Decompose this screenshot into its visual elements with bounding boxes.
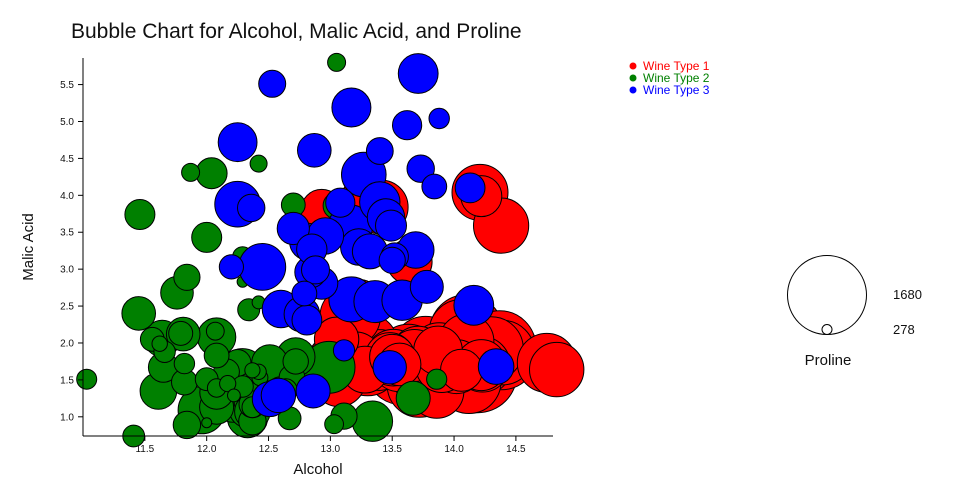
bubble-point[interactable] [378,246,406,274]
plot-area [76,52,585,448]
bubble-point[interactable] [201,417,213,429]
legend-label: Wine Type 2 [643,71,710,85]
bubble-point[interactable] [181,162,201,182]
bubble-point[interactable] [168,320,194,346]
bubble-point[interactable] [392,110,423,141]
bubble-point[interactable] [173,263,201,291]
bubble-point[interactable] [301,255,330,285]
bubble-point[interactable] [282,348,309,375]
y-axis-ticks: 1.0 1.5 2.0 2.5 3.0 3.5 4.0 4.5 5.0 5.5 [60,80,83,423]
size-legend-min-value: 278 [893,322,915,337]
bubble-point[interactable] [375,209,407,242]
bubble-point[interactable] [327,52,347,72]
bubble-point[interactable] [227,388,241,403]
bubble-point[interactable] [276,211,310,246]
bubble-point[interactable] [203,342,230,369]
bubble-point[interactable] [477,348,515,385]
x-tick-label: 13.0 [321,444,341,455]
bubble-point[interactable] [121,296,156,331]
bubble-point[interactable] [351,400,394,442]
y-tick-label: 4.5 [60,154,74,165]
size-legend: 1680 278 Proline [787,255,922,369]
x-tick-label: 14.0 [444,444,464,455]
bubble-point[interactable] [372,350,407,385]
bubble-point[interactable] [191,221,223,253]
bubble-point[interactable] [529,341,585,398]
bubble-point[interactable] [76,368,98,390]
bubble-point[interactable] [440,348,483,392]
legend-label: Wine Type 1 [643,59,710,73]
size-legend-min-circle [821,324,833,335]
size-legend-max-circle [787,255,867,335]
bubble-point[interactable] [291,304,323,336]
bubble-point[interactable] [409,269,444,304]
y-axis-label: Malic Acid [20,213,37,281]
bubble-point[interactable] [173,352,196,375]
x-tick-label: 12.0 [197,444,217,455]
bubble-point[interactable] [260,377,297,414]
x-tick-label: 12.5 [259,444,279,455]
series-3 [214,53,515,418]
x-axis-label: Alcohol [293,461,342,478]
bubble-point[interactable] [219,375,237,393]
x-tick-label: 14.5 [506,444,526,455]
y-tick-label: 5.5 [60,80,74,91]
bubble-point[interactable] [258,69,287,98]
bubble-point[interactable] [325,187,356,218]
y-tick-label: 4.0 [60,191,74,202]
x-axis-ticks: 11.5 12.0 12.5 13.0 13.5 14.0 14.5 [135,436,526,455]
legend-marker [629,74,637,82]
bubble-point[interactable] [195,157,228,190]
bubble-point[interactable] [244,362,261,379]
bubble-point[interactable] [172,410,202,440]
legend-marker [629,62,637,70]
bubble-point[interactable] [453,284,495,326]
y-tick-label: 2.0 [60,338,74,349]
size-legend-label: Proline [805,352,852,369]
bubble-point[interactable] [332,339,356,362]
bubble-point[interactable] [151,335,168,352]
legend-item[interactable]: Wine Type 3 [629,83,710,97]
bubble-point[interactable] [237,193,266,223]
bubble-point[interactable] [205,321,225,341]
bubble-point[interactable] [395,380,431,416]
x-tick-label: 13.5 [382,444,402,455]
bubble-point[interactable] [397,53,439,94]
bubble-point[interactable] [291,280,318,307]
bubble-point[interactable] [426,368,448,390]
bubble-point[interactable] [218,254,244,280]
y-tick-label: 3.0 [60,265,74,276]
legend-label: Wine Type 3 [643,83,710,97]
bubble-point[interactable] [331,87,372,128]
legend-item[interactable]: Wine Type 2 [629,71,710,85]
legend-marker [629,86,637,94]
size-legend-max-value: 1680 [893,287,922,302]
bubble-point[interactable] [217,122,258,163]
chart-title: Bubble Chart for Alcohol, Malic Acid, an… [71,20,522,43]
bubble-point[interactable] [454,172,486,204]
y-tick-label: 1.0 [60,412,74,423]
bubble-point[interactable] [365,137,394,165]
y-tick-label: 3.5 [60,228,74,239]
y-tick-label: 1.5 [60,375,74,386]
bubble-point[interactable] [421,173,448,200]
bubble-point[interactable] [428,107,450,130]
bubble-point[interactable] [295,373,331,409]
bubble-point[interactable] [324,414,345,435]
legend-item[interactable]: Wine Type 1 [629,59,710,73]
y-tick-label: 5.0 [60,117,74,128]
x-tick-label: 11.5 [135,444,154,455]
bubble-point[interactable] [124,199,156,230]
bubble-point[interactable] [297,133,332,168]
bubble-point[interactable] [249,154,268,173]
y-tick-label: 2.5 [60,302,74,313]
bubble-point[interactable] [238,243,287,291]
